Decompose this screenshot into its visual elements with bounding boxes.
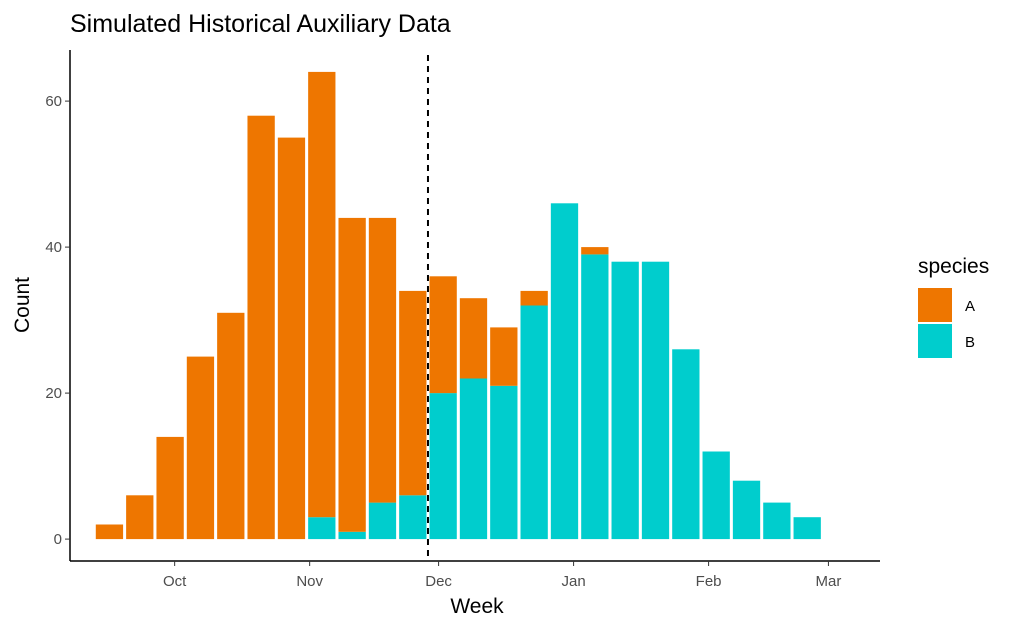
y-tick-label-20: 20 [45, 385, 62, 402]
bar-B-week-23 [793, 517, 821, 540]
x-tick-label-dec: Dec [425, 573, 452, 590]
x-tick-label-jan: Jan [562, 573, 586, 590]
bar-B-week-18 [641, 261, 670, 540]
bar-A-week-6 [277, 137, 306, 540]
bar-A-week-14 [520, 290, 548, 306]
bar-B-week-17 [611, 261, 639, 540]
legend-label-A: A [965, 298, 975, 315]
bar-B-week-19 [672, 349, 700, 540]
bar-A-week-8 [338, 217, 366, 532]
bar-A-week-11 [429, 276, 457, 394]
x-tick-label-feb: Feb [696, 573, 722, 590]
bar-A-week-3 [186, 356, 215, 540]
bar-B-week-21 [732, 480, 761, 540]
y-tick-label-60: 60 [45, 93, 62, 110]
bar-B-week-10 [399, 495, 427, 540]
bar-B-week-8 [338, 531, 366, 540]
bar-B-week-9 [368, 502, 397, 540]
bar-B-week-22 [763, 502, 791, 540]
chart-title: Simulated Historical Auxiliary Data [70, 10, 451, 38]
bar-B-week-20 [702, 451, 730, 540]
bar-A-week-4 [217, 312, 245, 540]
bar-A-week-9 [368, 217, 397, 503]
bar-A-week-16 [581, 247, 609, 255]
bar-B-week-14 [520, 305, 548, 540]
y-axis-title: Count [11, 277, 34, 333]
x-tick-label-mar: Mar [816, 573, 842, 590]
bar-B-week-13 [490, 385, 518, 540]
bars-layer [95, 71, 821, 540]
bar-B-week-12 [459, 378, 488, 540]
bar-A-week-10 [399, 290, 427, 496]
axes-layer: 0 20 40 60 Oct Nov Dec Jan Feb Mar [45, 50, 880, 590]
legend-title: species [918, 255, 989, 278]
bar-B-week-7 [308, 517, 336, 540]
bar-B-week-15 [550, 203, 579, 540]
bar-B-week-11 [429, 393, 457, 540]
y-tick-label-40: 40 [45, 239, 62, 256]
x-axis-title: Week [450, 595, 504, 618]
bar-A-week-0 [95, 524, 124, 540]
x-tick-label-oct: Oct [163, 573, 187, 590]
x-tick-label-nov: Nov [296, 573, 323, 590]
legend-label-B: B [965, 334, 975, 351]
bar-A-week-1 [126, 495, 154, 540]
legend: species A B [918, 255, 989, 358]
y-tick-label-0: 0 [54, 531, 62, 548]
bar-B-week-16 [581, 254, 609, 540]
legend-key-A [918, 288, 952, 322]
bar-A-week-2 [156, 436, 184, 540]
bar-A-week-13 [490, 327, 518, 386]
bar-A-week-12 [459, 298, 488, 379]
legend-key-B [918, 324, 952, 358]
bar-A-week-7 [308, 71, 336, 518]
bar-A-week-5 [247, 115, 275, 540]
